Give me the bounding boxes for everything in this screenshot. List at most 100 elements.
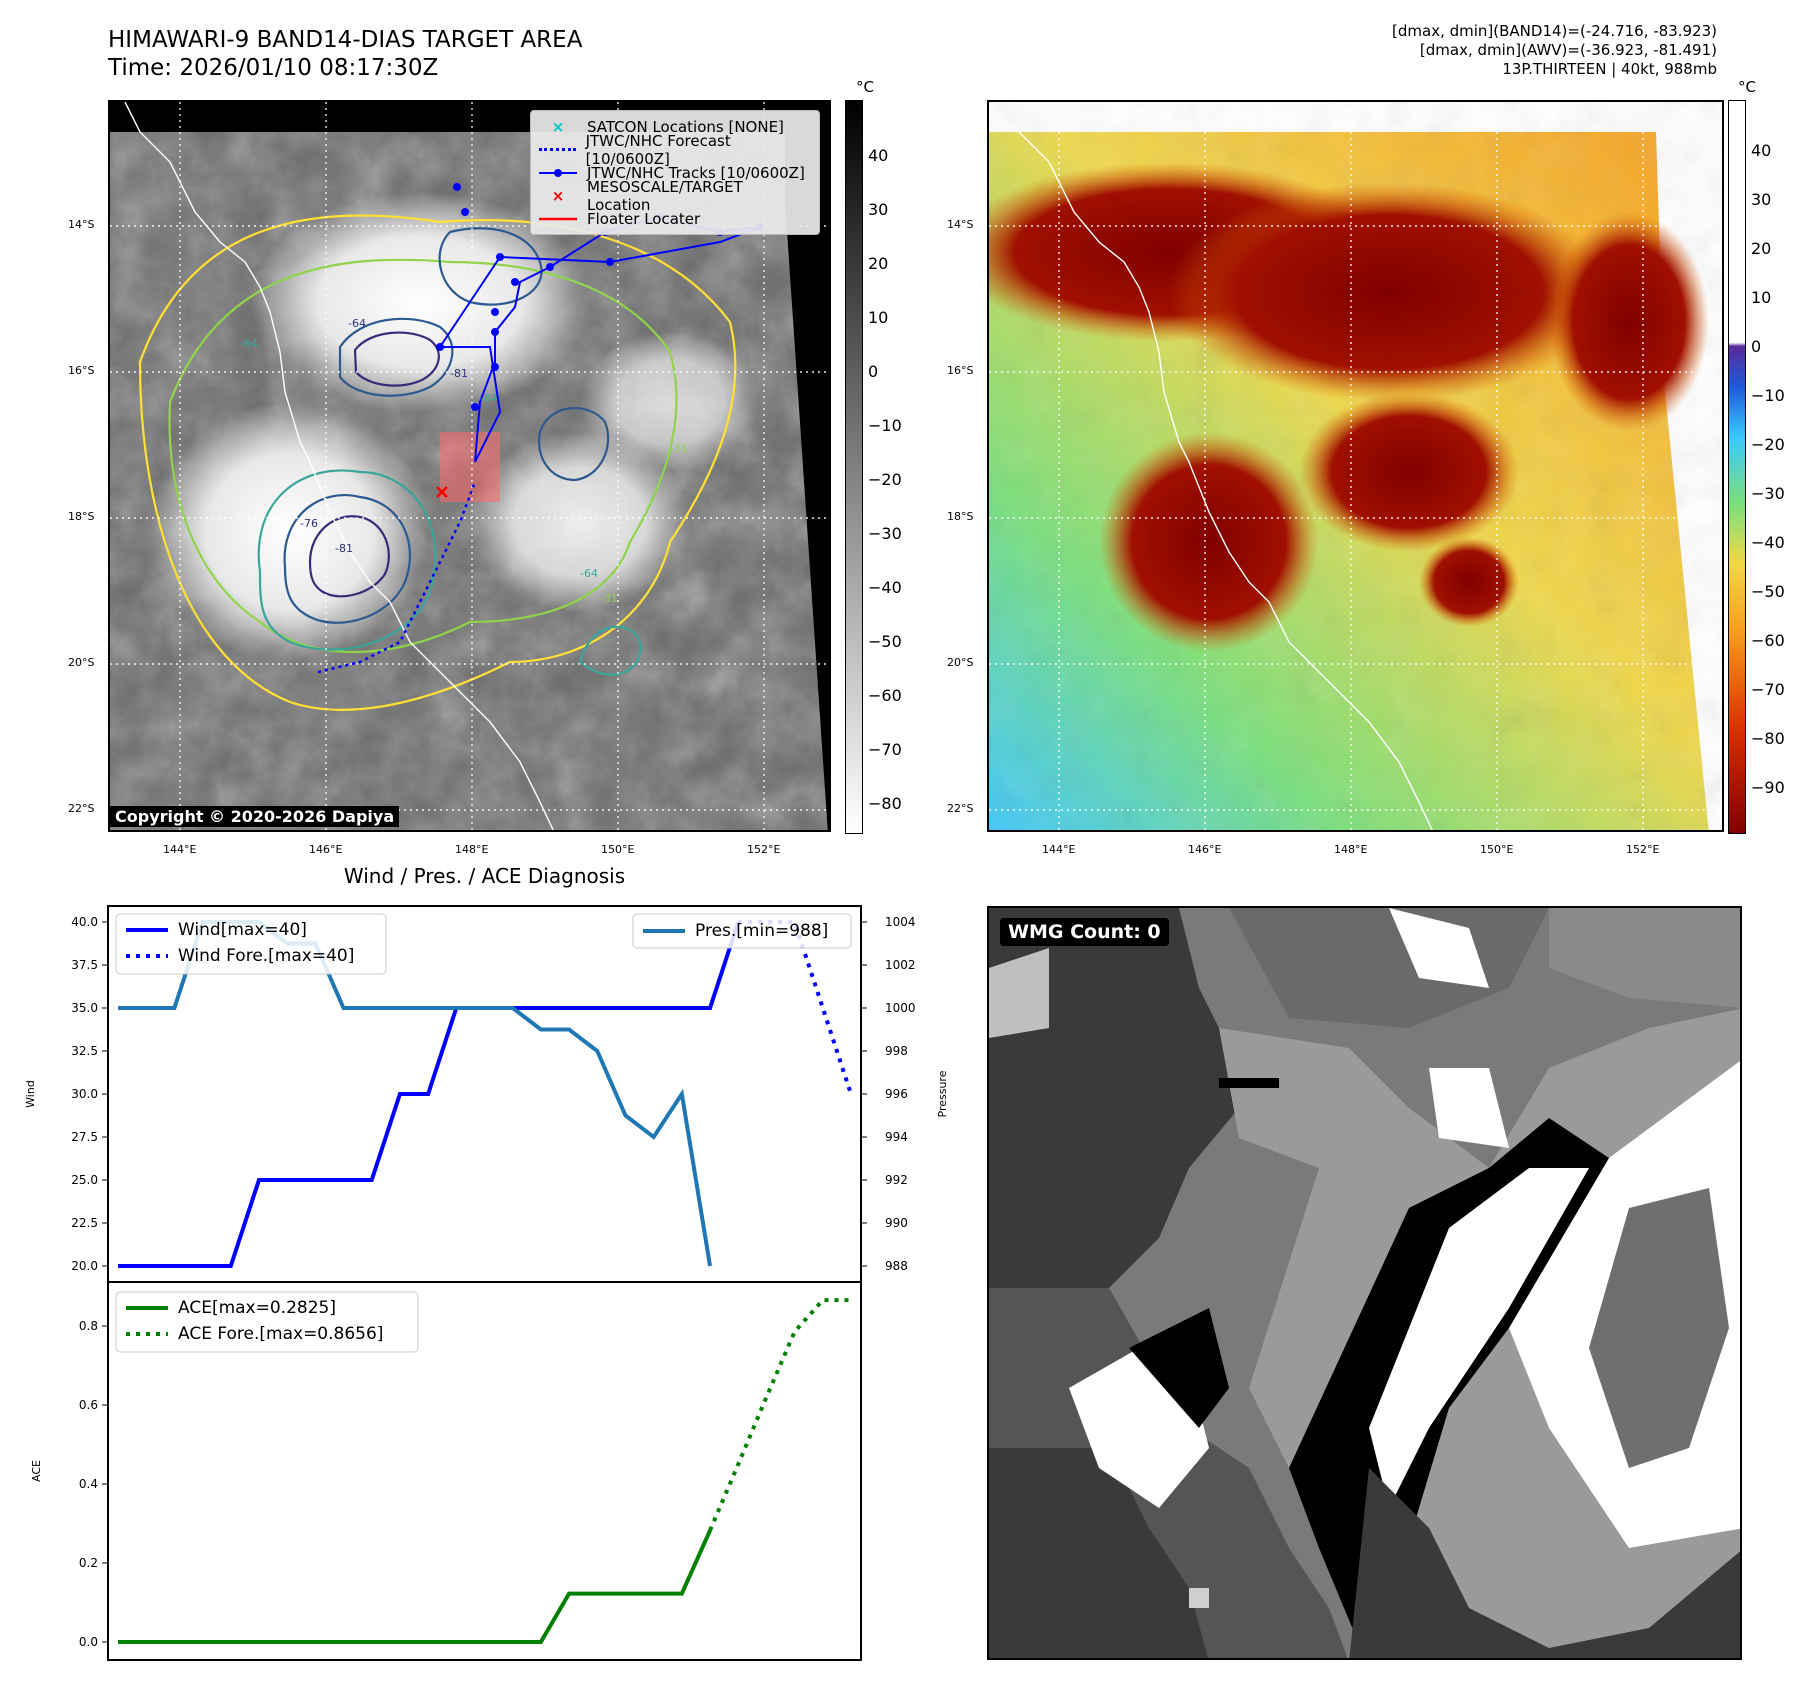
lon-label: 144°E [1042,843,1076,856]
legend-label-ace: ACE[max=0.2825] [178,1298,336,1318]
y2-tick-label: 1002 [885,958,916,972]
colorbar-tick: −10 [868,416,902,435]
colorbar-tick: 20 [1751,239,1772,258]
figure-meta: [dmax, dmin](BAND14)=(-24.716, -83.923) … [1392,22,1717,79]
contour-label: -64 [240,337,258,350]
colorbar-tick: −10 [1751,386,1785,405]
y-tick-label: 30.0 [71,1087,98,1101]
lon-label: 152°E [747,843,781,856]
legend-label-wind: Wind[max=40] [178,920,307,940]
wv-colorbar-unit: °C [1738,78,1756,96]
legend-label-wind-forecast: Wind Fore.[max=40] [178,946,354,966]
y-tick-label: 27.5 [71,1130,98,1144]
ace-forecast-line [708,1298,851,1532]
ir-map-legend: × SATCON Locations [NONE] JTWC/NHC Forec… [530,110,820,235]
y-tick-label: 0.6 [79,1398,98,1412]
lon-label: 144°E [163,843,197,856]
y-tick-label: 0.2 [79,1556,98,1570]
legend-label-ace-forecast: ACE Fore.[max=0.8656] [178,1324,383,1344]
lat-label: 18°S [68,510,95,523]
colorbar-tick: 20 [868,254,889,273]
colorbar-tick: −90 [1751,778,1785,797]
figure-title: HIMAWARI-9 BAND14-DIAS TARGET AREA Time:… [108,26,582,82]
lon-label: 150°E [1480,843,1514,856]
y-tick-label: 37.5 [71,958,98,972]
colorbar-tick: 40 [868,146,889,165]
wind-series-line [118,921,741,1268]
y-tick-label: 32.5 [71,1044,98,1058]
wind-axis-label: Wind [24,1080,37,1108]
colorbar-tick: −20 [1751,435,1785,454]
ir-colorbar-unit: °C [856,78,874,96]
y2-tick-label: 1000 [885,1001,916,1015]
y2-tick-label: 994 [885,1130,908,1144]
colorbar-tick: 10 [868,308,889,327]
copyright-label: Copyright © 2020-2026 Dapiya [110,806,400,827]
legend-label: MESOSCALE/TARGET Location [586,177,743,214]
y2-tick-label: 988 [885,1259,908,1273]
pressure-legend-box [632,913,852,949]
legend-label-pressure: Pres.[min=988] [695,921,828,941]
x-marker-icon: × [551,186,565,205]
colorbar-tick: 30 [868,200,889,219]
legend-item: × SATCON Locations [NONE] [539,115,811,138]
y2-tick-label: 990 [885,1216,908,1230]
y-tick-label: 20.0 [71,1259,98,1273]
lat-label: 22°S [68,802,95,815]
lat-label: 20°S [68,656,95,669]
colorbar-tick: −50 [1751,582,1785,601]
lon-label: 150°E [601,843,635,856]
ace-legend-box [115,1291,419,1353]
wmg-image [989,908,1740,1658]
colorbar-tick: −70 [868,740,902,759]
colorbar-tick: −40 [868,578,902,597]
y-tick-label: 22.5 [71,1216,98,1230]
y2-tick-label: 996 [885,1087,908,1101]
lon-label: 148°E [455,843,489,856]
y2-tick-label: 1004 [885,915,916,929]
colorbar-tick: −80 [868,794,902,813]
y-tick-label: 0.4 [79,1477,98,1491]
meta-line-2: [dmax, dmin](AWV)=(-36.923, -81.491) [1419,41,1717,59]
colorbar-tick: −50 [868,632,902,651]
wmg-panel [987,906,1742,1660]
y-tick-label: 0.8 [79,1319,98,1333]
y2-tick-label: 992 [885,1173,908,1187]
colorbar-tick: −30 [868,524,902,543]
lon-label: 152°E [1626,843,1660,856]
diagnosis-title: Wind / Pres. / ACE Diagnosis [343,864,626,888]
title-line-1: HIMAWARI-9 BAND14-DIAS TARGET AREA [108,27,583,53]
ace-axis-label: ACE [30,1460,43,1482]
contour-label: -64 [480,392,498,405]
colorbar-tick: −40 [1751,533,1785,552]
colorbar-tick: 0 [868,362,879,381]
legend-label: JTWC/NHC Tracks [10/0600Z] [587,163,805,182]
wv-colorbar [1728,100,1746,834]
colorbar-tick: −60 [1751,631,1785,650]
legend-label: Floater Locater [587,209,701,228]
legend-item: Floater Locater [539,207,811,230]
lat-label: 20°S [947,656,974,669]
contour-label: -31 [600,592,618,605]
title-line-2: Time: 2026/01/10 08:17:30Z [108,55,439,81]
wmg-count-badge: WMG Count: 0 [1000,918,1169,946]
lat-label: 14°S [68,218,95,231]
contour-label: -81 [335,542,353,555]
contour-label: -81 [450,367,468,380]
contour-label: -64 [348,317,366,330]
colorbar-tick: 40 [1751,141,1772,160]
lon-label: 146°E [309,843,343,856]
lat-label: 22°S [947,802,974,815]
legend-item: JTWC/NHC Forecast [10/0600Z] [539,132,811,168]
wind-pressure-chart: 40.0 37.5 35.0 32.5 30.0 27.5 25.0 22.5 20.0 1004… [24,905,949,1661]
ace-series-line [118,1529,712,1644]
lon-label: 146°E [1188,843,1222,856]
colorbar-tick: −70 [1751,680,1785,699]
lon-label: 148°E [1334,843,1368,856]
colorbar-tick: 10 [1751,288,1772,307]
wv-map-panel [987,100,1724,832]
colorbar-tick: −80 [1751,729,1785,748]
y-tick-label: 25.0 [71,1173,98,1187]
solid-line-icon [539,211,577,227]
contour-label: -76 [300,517,318,530]
